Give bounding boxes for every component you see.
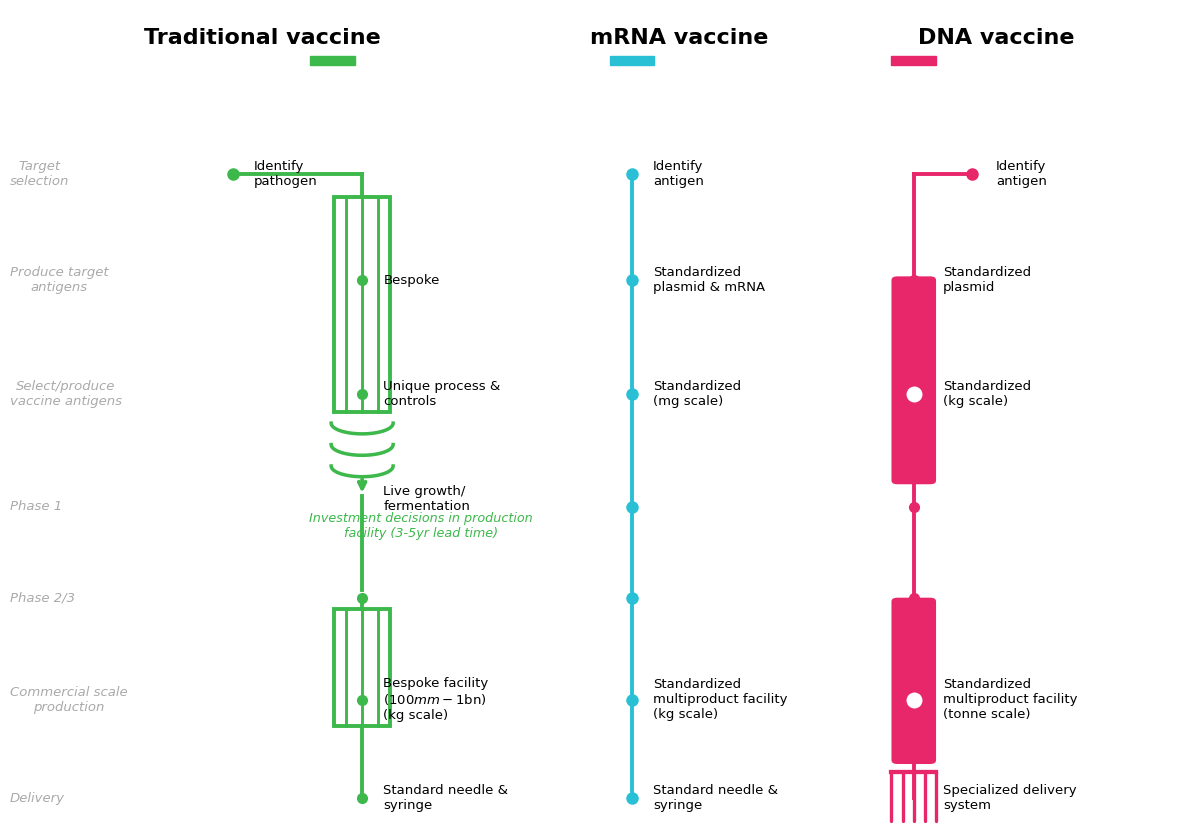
- Text: Phase 2/3: Phase 2/3: [9, 591, 74, 604]
- Text: Standardized
plasmid: Standardized plasmid: [943, 266, 1031, 294]
- Bar: [335, 609, 390, 727]
- Text: Select/produce
vaccine antigens: Select/produce vaccine antigens: [9, 380, 122, 407]
- Text: Identify
antigen: Identify antigen: [654, 160, 704, 188]
- FancyBboxPatch shape: [891, 598, 936, 764]
- Text: Investment decisions in production
facility (3-5yr lead time): Investment decisions in production facil…: [309, 512, 533, 540]
- Bar: [335, 197, 390, 412]
- Text: Specialized delivery
system: Specialized delivery system: [943, 784, 1077, 812]
- Text: Standard needle &
syringe: Standard needle & syringe: [383, 784, 508, 812]
- Text: Traditional vaccine: Traditional vaccine: [144, 29, 381, 48]
- Text: mRNA vaccine: mRNA vaccine: [590, 29, 768, 48]
- Text: Bespoke: Bespoke: [383, 274, 440, 286]
- Text: Target
selection: Target selection: [9, 160, 70, 188]
- Text: Delivery: Delivery: [9, 791, 65, 805]
- Text: Standard needle &
syringe: Standard needle & syringe: [654, 784, 778, 812]
- Bar: [311, 56, 355, 65]
- Text: Unique process &
controls: Unique process & controls: [383, 380, 500, 407]
- Text: Commercial scale
production: Commercial scale production: [9, 685, 128, 714]
- Text: Bespoke facility
($100mm-$1bn)
(kg scale): Bespoke facility ($100mm-$1bn) (kg scale…: [383, 677, 488, 722]
- Text: Standardized
(mg scale): Standardized (mg scale): [654, 380, 741, 407]
- Text: Standardized
plasmid & mRNA: Standardized plasmid & mRNA: [654, 266, 765, 294]
- Text: Standardized
(kg scale): Standardized (kg scale): [943, 380, 1031, 407]
- Text: Standardized
multiproduct facility
(kg scale): Standardized multiproduct facility (kg s…: [654, 678, 787, 722]
- Text: Live growth/
fermentation: Live growth/ fermentation: [383, 486, 470, 513]
- Bar: [891, 56, 936, 65]
- Text: Produce target
antigens: Produce target antigens: [9, 266, 109, 294]
- Text: DNA vaccine: DNA vaccine: [917, 29, 1074, 48]
- Text: Phase 1: Phase 1: [9, 501, 63, 513]
- Text: Identify
antigen: Identify antigen: [996, 160, 1047, 188]
- Text: Standardized
multiproduct facility
(tonne scale): Standardized multiproduct facility (tonn…: [943, 678, 1078, 722]
- Text: Identify
pathogen: Identify pathogen: [254, 160, 318, 188]
- Bar: [610, 56, 655, 65]
- FancyBboxPatch shape: [891, 276, 936, 485]
